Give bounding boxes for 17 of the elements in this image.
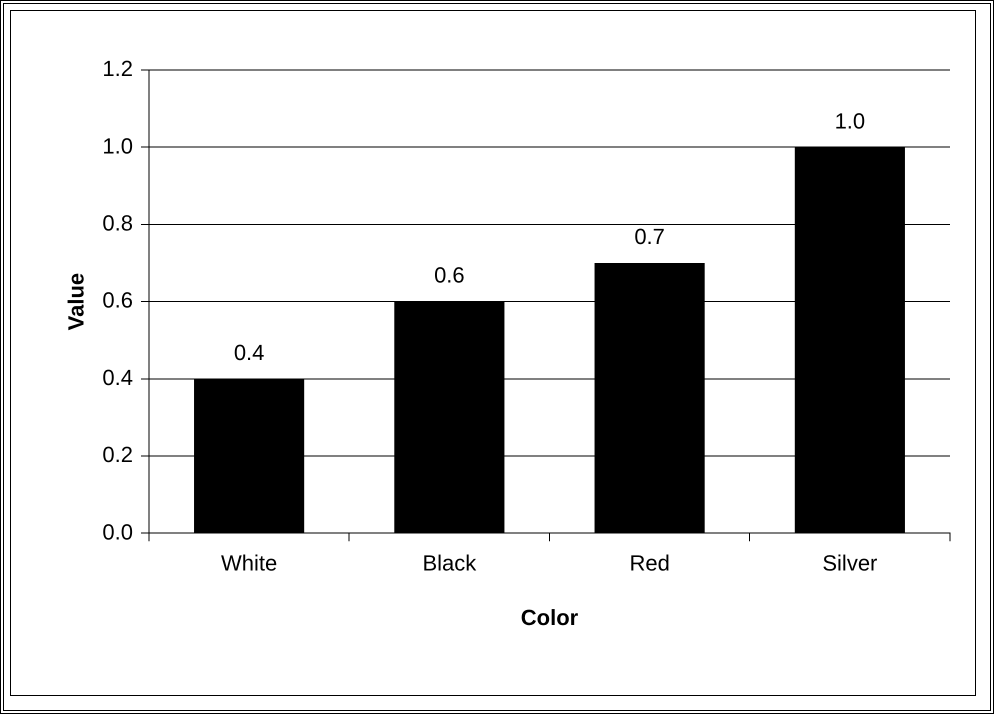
y-tick-label: 1.0 [102,133,133,158]
y-tick-label: 0.8 [102,210,133,236]
data-label: 0.7 [634,224,665,250]
y-tick-label: 0.4 [102,364,133,390]
y-tick-label: 0.2 [102,442,133,468]
y-tick-label: 1.2 [102,56,133,82]
y-tick-label: 0.6 [102,288,133,313]
x-tick-label: White [220,550,278,576]
data-label: 0.6 [434,262,465,288]
x-tick-label: Red [629,550,670,576]
x-tick-label: Black [422,550,478,576]
x-tick-label: Silver [822,550,878,576]
x-axis-title: Color [520,604,579,630]
y-tick-label: 0.0 [102,519,133,544]
y-axis-title: Value [63,272,88,330]
data-label: 0.4 [234,340,264,365]
data-label: 1.0 [834,108,866,134]
